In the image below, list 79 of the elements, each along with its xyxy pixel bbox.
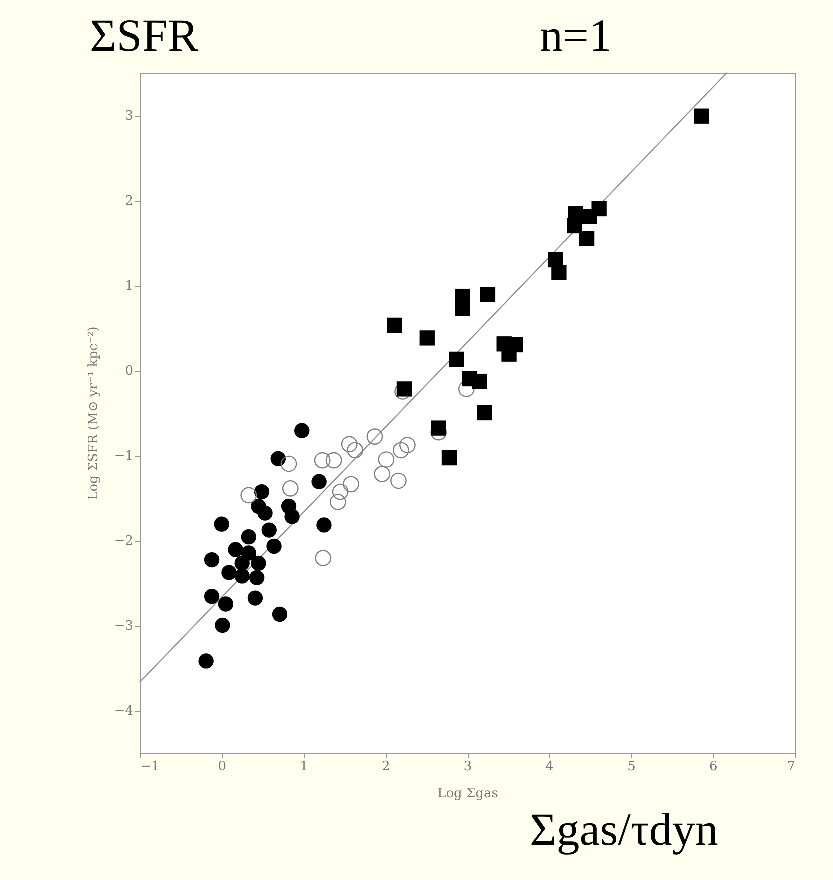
point <box>198 654 214 669</box>
y-tick-label: −4 <box>114 704 134 719</box>
point <box>284 509 300 524</box>
x-tick-label: 6 <box>709 760 718 774</box>
point <box>552 265 567 280</box>
point <box>477 405 492 421</box>
point <box>400 437 416 454</box>
y-tick-label: −2 <box>114 534 134 549</box>
point <box>270 451 286 466</box>
y-tick-label: −1 <box>114 449 134 464</box>
point <box>215 618 230 634</box>
point <box>228 542 244 558</box>
point <box>694 108 710 124</box>
point <box>204 552 220 568</box>
point <box>240 487 258 504</box>
point <box>455 300 470 316</box>
y-tick-label: 1 <box>125 279 134 294</box>
point <box>214 516 230 532</box>
text: n=1 <box>540 10 612 61</box>
x-tick-label: 5 <box>628 760 636 774</box>
point <box>374 466 391 482</box>
point <box>316 518 332 533</box>
point <box>366 428 384 445</box>
point <box>315 550 332 567</box>
point <box>396 382 412 397</box>
x-tick-label: 1 <box>300 760 308 774</box>
point <box>579 231 595 246</box>
x-tick-label: 2 <box>382 760 390 774</box>
point <box>341 436 358 453</box>
point <box>241 530 256 545</box>
point <box>314 452 331 469</box>
point <box>312 474 327 490</box>
point <box>480 287 496 302</box>
x-tick-label: 7 <box>787 760 796 774</box>
x-tick-label: 4 <box>546 760 554 774</box>
x-tick-label: 0 <box>218 760 227 774</box>
y-tick-label: −3 <box>114 619 134 634</box>
point <box>393 442 410 459</box>
point <box>280 456 298 472</box>
point <box>258 506 273 521</box>
text: Σgas/τdyn <box>530 804 718 855</box>
point <box>204 589 220 604</box>
point <box>294 423 310 438</box>
point <box>250 570 265 586</box>
point <box>449 352 464 368</box>
point <box>567 218 582 234</box>
point <box>442 450 458 466</box>
point <box>390 472 407 490</box>
point <box>234 568 250 584</box>
point <box>266 538 282 554</box>
point <box>582 209 598 224</box>
point <box>343 476 360 493</box>
y-tick-label: 0 <box>125 364 134 379</box>
point <box>330 494 346 510</box>
point <box>378 452 395 468</box>
point <box>420 330 435 346</box>
y-tick-label: 2 <box>125 194 134 209</box>
point <box>248 590 264 606</box>
point <box>458 381 475 398</box>
chart-title: ΣSFR <box>90 10 199 61</box>
point <box>431 420 446 436</box>
x-axis-title: Log Σgas <box>438 786 498 802</box>
point <box>222 565 237 580</box>
point <box>347 442 364 459</box>
point <box>326 452 342 469</box>
y-tick-label: 3 <box>125 109 134 124</box>
point <box>241 546 256 561</box>
point <box>332 484 349 500</box>
point <box>282 480 299 497</box>
x-tick-label: 3 <box>464 760 472 774</box>
x-tick-label: −1 <box>140 760 160 774</box>
point <box>218 596 234 612</box>
point <box>272 606 288 622</box>
y-axis-title: Log ΣSFR (M⊙ yr⁻¹ kpc⁻²) <box>86 326 102 500</box>
point <box>254 484 270 500</box>
point <box>472 374 488 390</box>
point <box>387 318 402 334</box>
point <box>251 556 266 572</box>
point <box>262 522 277 538</box>
